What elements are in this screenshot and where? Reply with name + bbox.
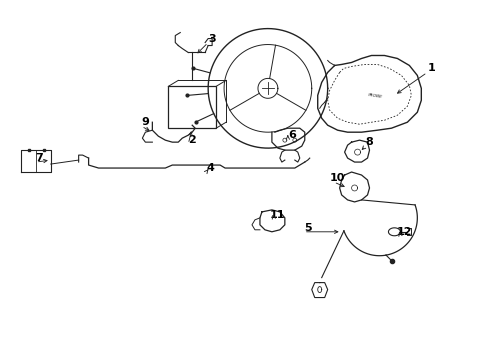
Text: PROBE: PROBE (368, 93, 383, 99)
Text: 1: 1 (427, 63, 435, 73)
Text: 10: 10 (330, 173, 345, 183)
Text: 7: 7 (35, 153, 43, 163)
Text: 9: 9 (142, 117, 149, 127)
Text: 2: 2 (188, 135, 196, 145)
Text: 4: 4 (206, 163, 214, 173)
Text: 8: 8 (366, 137, 373, 147)
Bar (168, 86, 216, 128)
Text: 11: 11 (270, 210, 286, 220)
Text: 5: 5 (304, 223, 312, 233)
Text: 6: 6 (288, 130, 296, 140)
Text: 3: 3 (208, 33, 216, 44)
Text: 12: 12 (396, 227, 412, 237)
